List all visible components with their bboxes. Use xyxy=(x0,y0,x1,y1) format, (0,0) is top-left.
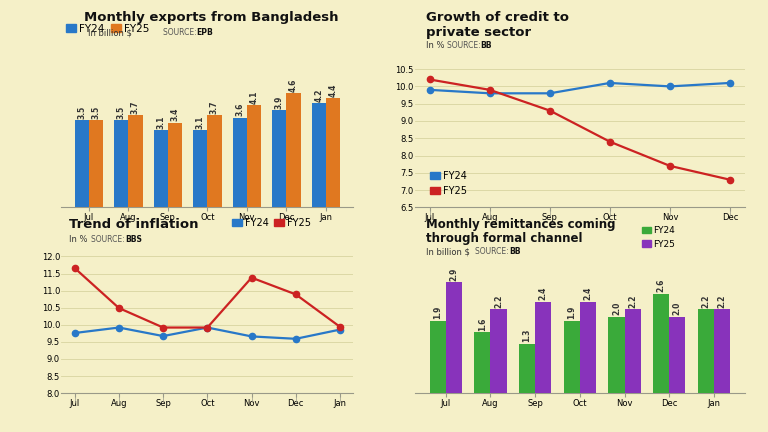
Text: 1.9: 1.9 xyxy=(433,306,442,319)
Text: 4.4: 4.4 xyxy=(329,83,337,97)
Text: Monthly remittances coming: Monthly remittances coming xyxy=(426,218,616,231)
Text: BB: BB xyxy=(509,247,521,256)
Text: 2.9: 2.9 xyxy=(449,267,458,281)
Bar xyxy=(154,130,168,207)
Text: 2.4: 2.4 xyxy=(538,287,548,300)
Text: 1.9: 1.9 xyxy=(568,306,576,319)
Legend: FY24, FY25: FY24, FY25 xyxy=(426,167,471,200)
Text: SOURCE:: SOURCE: xyxy=(163,28,199,37)
Text: SOURCE:: SOURCE: xyxy=(475,247,511,256)
Bar xyxy=(580,302,596,393)
Text: BB: BB xyxy=(480,41,492,50)
Bar xyxy=(653,294,669,393)
Text: 4.6: 4.6 xyxy=(289,78,298,92)
Text: In billion $: In billion $ xyxy=(426,247,473,256)
Legend: FY24, FY25: FY24, FY25 xyxy=(638,222,679,252)
Text: In %: In % xyxy=(69,235,91,245)
Bar xyxy=(624,309,641,393)
Text: 3.5: 3.5 xyxy=(78,106,86,119)
Text: 4.2: 4.2 xyxy=(314,88,323,102)
Text: 3.4: 3.4 xyxy=(170,108,180,121)
Text: private sector: private sector xyxy=(426,26,531,39)
Legend: FY24, FY25: FY24, FY25 xyxy=(61,19,154,38)
Text: 2.2: 2.2 xyxy=(628,294,637,308)
Text: 2.0: 2.0 xyxy=(673,302,682,315)
Bar xyxy=(430,321,445,393)
Bar xyxy=(168,123,182,207)
Text: 3.5: 3.5 xyxy=(91,106,101,119)
Text: 3.5: 3.5 xyxy=(117,106,126,119)
Text: 1.6: 1.6 xyxy=(478,317,487,330)
Bar xyxy=(207,115,222,207)
Bar xyxy=(114,120,128,207)
Text: 2.2: 2.2 xyxy=(717,294,727,308)
Text: 3.6: 3.6 xyxy=(235,103,244,117)
Bar xyxy=(247,105,261,207)
Bar xyxy=(286,93,300,207)
Text: BBS: BBS xyxy=(125,235,142,245)
Text: In billion $: In billion $ xyxy=(88,28,135,37)
Bar xyxy=(669,317,685,393)
Text: 2.2: 2.2 xyxy=(494,294,503,308)
Text: 3.7: 3.7 xyxy=(210,101,219,114)
Text: 2.2: 2.2 xyxy=(701,294,710,308)
Bar xyxy=(89,120,103,207)
Bar xyxy=(535,302,551,393)
Text: 3.1: 3.1 xyxy=(196,116,205,129)
Text: 2.4: 2.4 xyxy=(584,287,592,300)
Bar xyxy=(193,130,207,207)
Bar xyxy=(445,283,462,393)
Bar xyxy=(608,317,624,393)
Text: 1.3: 1.3 xyxy=(522,329,531,342)
Bar xyxy=(564,321,580,393)
Text: 4.1: 4.1 xyxy=(250,91,259,104)
Text: Monthly exports from Bangladesh: Monthly exports from Bangladesh xyxy=(84,11,339,24)
Bar xyxy=(233,118,247,207)
Bar xyxy=(312,103,326,207)
Text: 2.6: 2.6 xyxy=(657,279,666,292)
Text: 2.0: 2.0 xyxy=(612,302,621,315)
Text: 3.7: 3.7 xyxy=(131,101,140,114)
Text: through formal channel: through formal channel xyxy=(426,232,583,245)
Bar xyxy=(475,332,491,393)
Bar xyxy=(326,98,340,207)
Text: EPB: EPB xyxy=(196,28,213,37)
Text: SOURCE:: SOURCE: xyxy=(91,235,127,245)
Bar xyxy=(519,343,535,393)
Bar xyxy=(128,115,143,207)
Legend: FY24, FY25: FY24, FY25 xyxy=(228,214,315,232)
Text: Growth of credit to: Growth of credit to xyxy=(426,11,569,24)
Bar xyxy=(272,110,286,207)
Text: In %: In % xyxy=(426,41,448,50)
Bar xyxy=(714,309,730,393)
Text: 3.1: 3.1 xyxy=(156,116,165,129)
Bar xyxy=(74,120,89,207)
Bar xyxy=(698,309,714,393)
Text: SOURCE:: SOURCE: xyxy=(447,41,483,50)
Text: 3.9: 3.9 xyxy=(275,95,283,109)
Text: Trend of inflation: Trend of inflation xyxy=(69,218,199,231)
Bar xyxy=(491,309,507,393)
